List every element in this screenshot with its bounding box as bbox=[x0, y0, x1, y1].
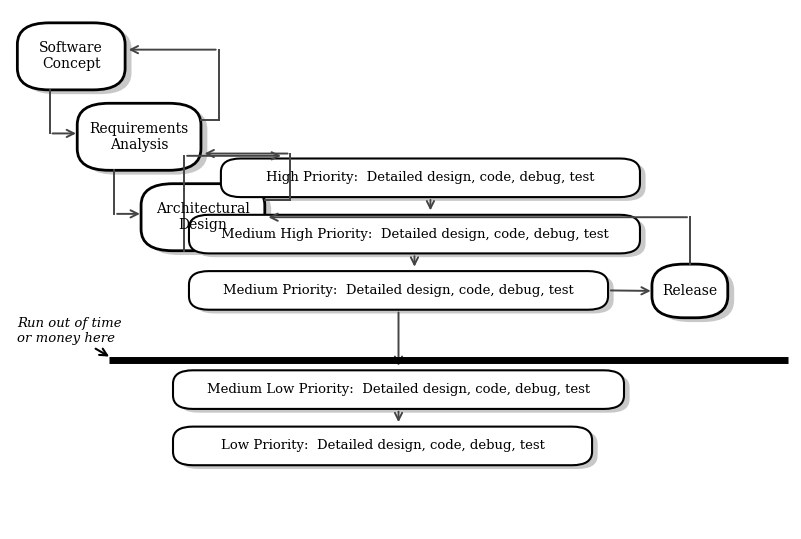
FancyBboxPatch shape bbox=[227, 162, 646, 201]
FancyBboxPatch shape bbox=[195, 218, 646, 257]
FancyBboxPatch shape bbox=[77, 103, 201, 170]
FancyBboxPatch shape bbox=[18, 23, 125, 90]
FancyBboxPatch shape bbox=[173, 426, 592, 465]
Text: Architectural
Design: Architectural Design bbox=[156, 202, 250, 232]
Text: Run out of time
or money here: Run out of time or money here bbox=[18, 317, 122, 345]
FancyBboxPatch shape bbox=[173, 370, 624, 409]
Text: High Priority:  Detailed design, code, debug, test: High Priority: Detailed design, code, de… bbox=[266, 171, 594, 184]
FancyBboxPatch shape bbox=[179, 374, 630, 413]
Text: Medium Low Priority:  Detailed design, code, debug, test: Medium Low Priority: Detailed design, co… bbox=[207, 383, 590, 396]
Text: Requirements
Analysis: Requirements Analysis bbox=[90, 122, 189, 152]
Text: Medium High Priority:  Detailed design, code, debug, test: Medium High Priority: Detailed design, c… bbox=[220, 227, 608, 240]
FancyBboxPatch shape bbox=[83, 108, 207, 175]
Text: Release: Release bbox=[662, 284, 718, 298]
FancyBboxPatch shape bbox=[147, 188, 272, 255]
FancyBboxPatch shape bbox=[179, 430, 598, 469]
FancyBboxPatch shape bbox=[652, 264, 728, 318]
FancyBboxPatch shape bbox=[189, 271, 608, 310]
FancyBboxPatch shape bbox=[195, 275, 614, 314]
Text: Low Priority:  Detailed design, code, debug, test: Low Priority: Detailed design, code, deb… bbox=[220, 439, 545, 452]
FancyBboxPatch shape bbox=[221, 158, 640, 197]
FancyBboxPatch shape bbox=[141, 184, 265, 251]
Text: Medium Priority:  Detailed design, code, debug, test: Medium Priority: Detailed design, code, … bbox=[223, 284, 574, 297]
FancyBboxPatch shape bbox=[658, 268, 735, 322]
Text: Software
Concept: Software Concept bbox=[39, 42, 103, 72]
FancyBboxPatch shape bbox=[24, 27, 131, 94]
FancyBboxPatch shape bbox=[189, 215, 640, 253]
